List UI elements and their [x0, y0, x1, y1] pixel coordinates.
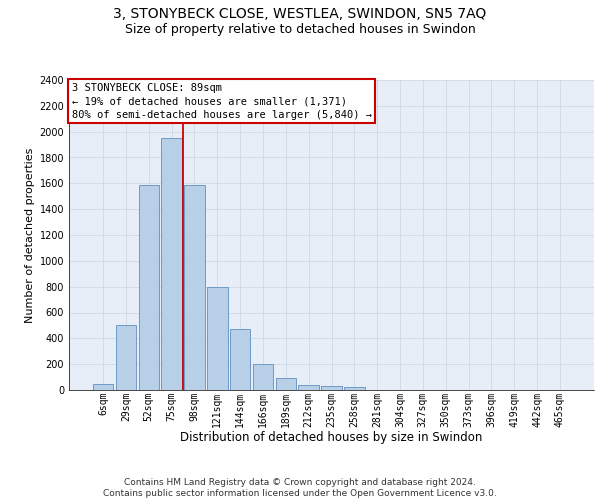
Text: Size of property relative to detached houses in Swindon: Size of property relative to detached ho… — [125, 22, 475, 36]
Text: 3 STONYBECK CLOSE: 89sqm
← 19% of detached houses are smaller (1,371)
80% of sem: 3 STONYBECK CLOSE: 89sqm ← 19% of detach… — [71, 83, 371, 120]
Bar — [321, 386, 342, 390]
X-axis label: Distribution of detached houses by size in Swindon: Distribution of detached houses by size … — [181, 431, 482, 444]
Bar — [116, 326, 136, 390]
Y-axis label: Number of detached properties: Number of detached properties — [25, 148, 35, 322]
Bar — [161, 138, 182, 390]
Bar — [298, 385, 319, 390]
Text: 3, STONYBECK CLOSE, WESTLEA, SWINDON, SN5 7AQ: 3, STONYBECK CLOSE, WESTLEA, SWINDON, SN… — [113, 8, 487, 22]
Bar — [93, 384, 113, 390]
Bar — [230, 330, 250, 390]
Bar — [207, 286, 227, 390]
Text: Contains HM Land Registry data © Crown copyright and database right 2024.
Contai: Contains HM Land Registry data © Crown c… — [103, 478, 497, 498]
Bar — [275, 378, 296, 390]
Bar — [184, 184, 205, 390]
Bar — [344, 388, 365, 390]
Bar — [253, 364, 273, 390]
Bar — [139, 184, 159, 390]
